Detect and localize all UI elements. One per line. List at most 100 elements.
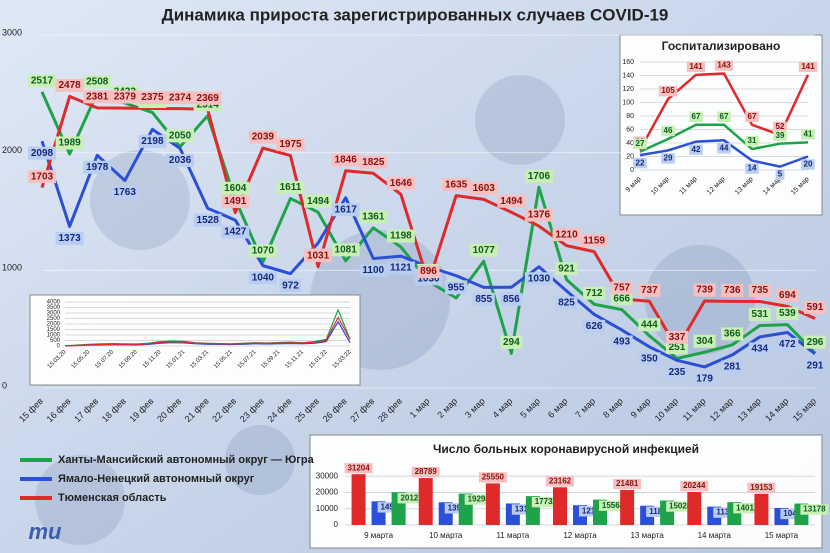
value-label-bg xyxy=(555,262,578,276)
bar xyxy=(485,483,500,525)
value-label: 591 xyxy=(807,302,824,313)
value-label-bg xyxy=(748,342,771,356)
legend-label: Ямало-Ненецкий автономный округ xyxy=(58,473,255,485)
value-label-bg xyxy=(276,138,305,152)
value-label-bg xyxy=(804,359,826,373)
value-label-bg xyxy=(248,271,277,285)
value-label: 1494 xyxy=(307,196,330,207)
value-label-bg xyxy=(524,169,553,183)
value-label: 235 xyxy=(669,367,686,378)
value-label-bg xyxy=(28,170,56,184)
value-label: 1528 xyxy=(197,215,220,226)
value-label: 1070 xyxy=(252,246,275,257)
value-label-bg xyxy=(442,178,471,192)
value-label: 531 xyxy=(751,309,768,320)
value-label-bg xyxy=(583,286,606,300)
y-tick-label: 1000 xyxy=(2,263,22,273)
value-label-bg xyxy=(747,482,776,494)
value-label-bg xyxy=(138,134,167,148)
value-label: 29 xyxy=(664,154,673,163)
value-label: 739 xyxy=(696,285,713,296)
y-tick-label: 0 xyxy=(630,167,634,174)
value-label-bg xyxy=(680,480,709,492)
value-label: 25550 xyxy=(482,472,505,481)
bar xyxy=(553,487,567,525)
value-label-bg xyxy=(804,300,826,314)
value-label: 294 xyxy=(503,337,520,348)
value-label-bg xyxy=(279,279,302,293)
value-label: 712 xyxy=(586,288,603,299)
value-label-bg xyxy=(714,60,734,71)
value-label-bg xyxy=(610,281,633,295)
value-label: 1361 xyxy=(362,211,385,222)
value-label-bg xyxy=(638,318,661,332)
value-label: 2375 xyxy=(141,92,164,103)
value-label: 736 xyxy=(724,285,741,296)
y-tick-label: 10000 xyxy=(316,504,339,513)
value-label: 825 xyxy=(558,298,575,309)
value-label: 304 xyxy=(696,336,713,347)
value-label-bg xyxy=(472,292,495,306)
value-label: 737 xyxy=(641,285,658,296)
value-label: 1030 xyxy=(528,273,551,284)
value-label: 1603 xyxy=(473,183,496,194)
value-label-bg xyxy=(166,129,195,143)
value-label-bg xyxy=(775,169,785,180)
logo: mu xyxy=(29,519,63,544)
y-tick-label: 60 xyxy=(626,126,634,133)
value-label-bg xyxy=(661,125,675,137)
value-label-bg xyxy=(555,296,578,310)
value-label: 15568 xyxy=(602,501,625,510)
value-label-bg xyxy=(693,334,716,348)
value-label: 42 xyxy=(692,145,701,154)
value-label-bg xyxy=(638,352,661,366)
x-tick-label: 12 марта xyxy=(563,531,597,540)
value-label: 31 xyxy=(748,136,757,145)
value-label-bg xyxy=(801,129,815,140)
value-label-bg xyxy=(28,146,56,160)
value-label-bg xyxy=(552,228,581,242)
value-label: 1210 xyxy=(555,229,578,240)
y-tick-label: 2500 xyxy=(47,316,61,322)
value-label-bg xyxy=(110,90,139,104)
y-tick-label: 0 xyxy=(334,520,339,529)
value-label: 19298 xyxy=(468,495,491,504)
x-tick-label: 10 марта xyxy=(429,531,463,540)
value-label: 1198 xyxy=(390,231,412,242)
value-label-bg xyxy=(665,365,688,379)
value-label: 19153 xyxy=(750,483,773,492)
value-label: 1159 xyxy=(583,235,605,246)
value-label: 2098 xyxy=(31,148,54,159)
value-label: 14 xyxy=(748,164,757,173)
value-label: 23162 xyxy=(549,476,572,485)
value-label-bg xyxy=(665,340,688,354)
value-label: 855 xyxy=(475,294,492,305)
value-label-bg xyxy=(469,243,498,257)
value-label-bg xyxy=(110,186,139,200)
value-label-bg xyxy=(500,292,523,306)
value-label-bg xyxy=(666,501,695,512)
value-label: 472 xyxy=(779,339,796,350)
value-label-bg xyxy=(138,91,167,105)
value-label-bg xyxy=(721,283,744,297)
value-label: 2379 xyxy=(114,92,137,103)
value-label: 2198 xyxy=(141,136,164,147)
value-label: 251 xyxy=(669,342,686,353)
x-tick-label: 11 марта xyxy=(496,531,529,540)
value-label: 20 xyxy=(804,160,813,169)
y-tick-label: 20000 xyxy=(316,488,339,497)
value-label-bg xyxy=(686,61,706,73)
value-label-bg xyxy=(445,281,468,295)
value-label: 44 xyxy=(720,143,729,152)
value-label-bg xyxy=(748,284,771,298)
y-tick-label: 2000 xyxy=(2,145,22,155)
y-tick-label: 1500 xyxy=(47,327,61,333)
value-label: 141 xyxy=(689,62,703,71)
value-label: 143 xyxy=(717,61,731,70)
value-label-bg xyxy=(221,181,250,195)
value-label: 2314 xyxy=(197,99,220,110)
value-label-bg xyxy=(497,194,526,208)
value-label: 27 xyxy=(636,139,645,148)
value-label-bg xyxy=(776,307,799,321)
value-label: 1040 xyxy=(252,272,275,283)
